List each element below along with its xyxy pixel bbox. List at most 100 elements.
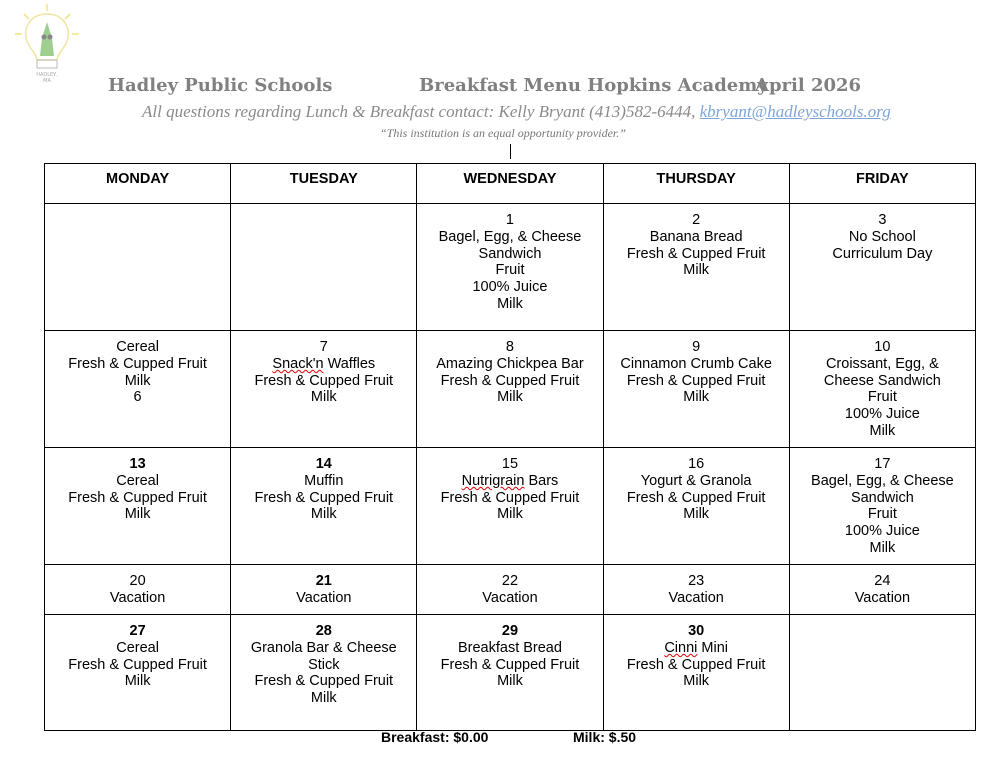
day-cell: 7 Snack'n Waffles Fresh & Cupped Fruit Milk [230,330,418,448]
day-cell: 30 Cinni Mini Fresh & Cupped Fruit Milk [602,614,790,731]
menu-item: Curriculum Day [832,245,933,262]
menu-item: 100% Juice [472,279,548,296]
menu-item: Cereal [116,472,159,489]
menu-item: Cheese Sandwich [823,372,941,389]
day-number: 29 [501,623,519,639]
weekday-header-friday: FRIDAY [788,163,977,204]
weekday-header-tuesday: TUESDAY [230,163,418,204]
menu-item: Fresh & Cupped Fruit [626,656,766,673]
menu-item: Milk [683,262,710,279]
day-number: 9 [692,339,701,355]
school-logo: HADLEY, MA [15,4,79,84]
day-cell: 8 Amazing Chickpea Bar Fresh & Cupped Frui… [416,330,604,448]
day-cell: 22 Vacation [416,564,604,615]
menu-item: Amazing Chickpea Bar [436,355,584,372]
day-number: 7 [319,339,328,355]
day-number: 22 [501,573,519,589]
menu-item: Cinnamon Crumb Cake [620,355,772,372]
day-number: 3 [878,212,887,228]
week-row: 13 Cereal Fresh & Cupped Fruit Milk 14 Muffin… [43,447,977,565]
menu-item: Fresh & Cupped Fruit [440,656,580,673]
day-number: 17 [874,456,891,472]
day-cell: 15 Nutrigrain Bars Fresh & Cupped Fruit Mil… [416,447,604,565]
menu-item: Fruit [495,262,525,279]
menu-item: Milk [124,673,151,690]
menu-item: Snack'n Waffles [272,355,376,372]
day-number: 24 [874,573,891,589]
day-number: 15 [501,456,519,472]
day-cell: 13 Cereal Fresh & Cupped Fruit Milk [43,447,232,565]
menu-item: Bagel, Egg, & Cheese [438,228,582,245]
day-number: 16 [688,456,705,472]
menu-item: Fresh & Cupped Fruit [440,489,580,506]
contact-text: All questions regarding Lunch & Breakfas… [142,102,700,121]
day-number: 30 [688,623,705,639]
day-cell: 21 Vacation [230,564,418,615]
week-row: 27 Cereal Fresh & Cupped Fruit Milk 28 Granol… [43,614,977,731]
contact-line: All questions regarding Lunch & Breakfas… [142,102,891,122]
day-cell: 16 Yogurt & Granola Fresh & Cupped Fruit Mi… [602,447,790,565]
day-cell: 23 Vacation [602,564,790,615]
menu-item: Fruit [867,506,897,523]
day-cell: Cereal Fresh & Cupped Fruit Milk 6 [43,330,232,448]
text-cursor [510,144,511,159]
menu-item: Milk [124,372,151,389]
svg-text:MA: MA [43,78,51,84]
menu-item: Croissant, Egg, & [825,355,939,372]
day-number: 21 [315,573,332,589]
menu-item: Milk [310,506,337,523]
menu-item: 100% Juice [844,406,920,423]
menu-item: Fresh & Cupped Fruit [626,372,766,389]
menu-item: Milk [497,506,523,523]
day-cell: 27 Cereal Fresh & Cupped Fruit Milk [43,614,232,731]
day-cell: 9 Cinnamon Crumb Cake Fresh & Cupped Fruit… [602,330,790,448]
weekday-header-row: MONDAY TUESDAY WEDNESDAY THURSDAY FRIDAY [43,163,977,204]
district-name: Hadley Public Schools [108,75,333,96]
day-cell: 14 Muffin Fresh & Cupped Fruit Milk [230,447,418,565]
menu-item: Vacation [854,589,911,606]
menu-item: 100% Juice [844,523,920,540]
day-cell: 20 Vacation [43,564,232,615]
menu-item: Milk [497,295,523,312]
day-number: 2 [692,212,701,228]
day-cell: 3 No School Curriculum Day [788,203,977,331]
menu-item: Vacation [296,589,352,606]
menu-item: Milk [310,690,337,707]
menu-item: No School [848,228,916,245]
day-cell [230,203,418,331]
menu-item: Yogurt & Granola [640,472,752,489]
day-number: 27 [129,623,146,639]
contact-email-link[interactable]: kbryant@hadleyschools.org [699,102,891,121]
menu-item: Milk [310,389,337,406]
svg-text:HADLEY,: HADLEY, [36,72,58,78]
menu-item: Cereal [116,339,159,355]
menu-item: Milk [124,506,151,523]
menu-item: Fresh & Cupped Fruit [254,673,394,690]
menu-title: Breakfast Menu Hopkins Academy [419,75,768,96]
weekday-header-thursday: THURSDAY [602,163,790,204]
menu-item: Vacation [668,589,724,606]
day-number: 14 [315,456,332,472]
menu-item: Cereal [116,639,159,656]
week-row: Cereal Fresh & Cupped Fruit Milk 6 7 Snack'n … [43,330,977,448]
day-cell: 24 Vacation [788,564,977,615]
menu-item: Breakfast Bread [457,639,562,656]
menu-calendar: MONDAY TUESDAY WEDNESDAY THURSDAY FRIDAY 1 Ba… [43,163,977,731]
day-number: 20 [129,573,146,589]
day-number: 8 [505,339,514,355]
day-cell: 1 Bagel, Egg, & Cheese Sandwich Fruit 100% J… [416,203,604,331]
menu-item: Cinni Mini [664,639,728,656]
menu-item: Milk [683,389,710,406]
menu-item: Milk [497,389,523,406]
weekday-header-wednesday: WEDNESDAY [416,163,604,204]
menu-item: Milk [869,422,896,439]
menu-item: Fruit [867,389,897,406]
day-cell: 29 Breakfast Bread Fresh & Cupped Fruit Mil… [416,614,604,731]
equal-opportunity-statement: “This institution is an equal opportunit… [380,126,626,140]
menu-item: Vacation [482,589,538,606]
menu-item: Sandwich [478,245,542,262]
menu-item: Fresh & Cupped Fruit [626,489,766,506]
day-cell: 2 Banana Bread Fresh & Cupped Fruit Milk [602,203,790,331]
breakfast-price: Breakfast: $0.00 [381,729,489,745]
menu-item: Granola Bar & Cheese [250,639,397,656]
